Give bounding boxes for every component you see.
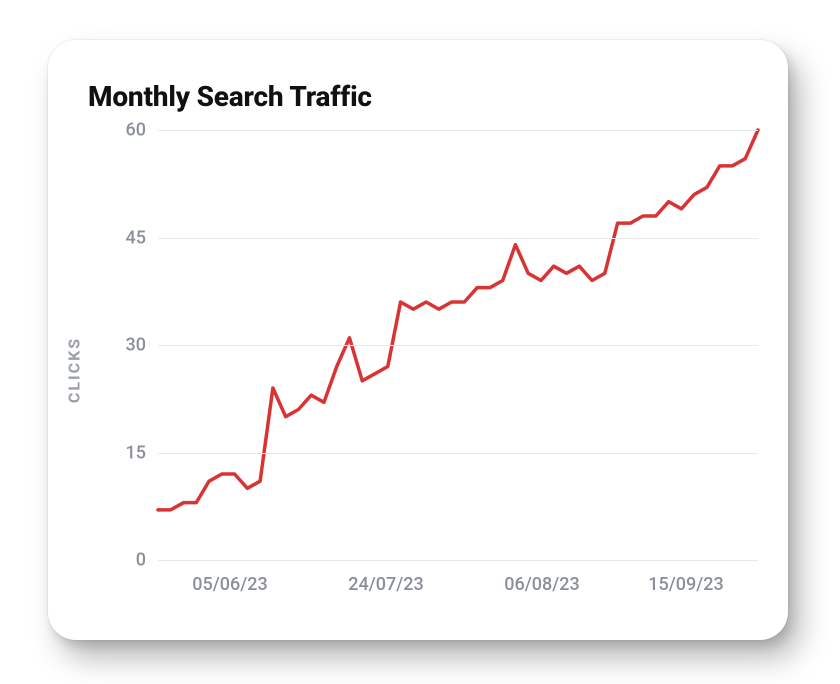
- gridline: [158, 453, 758, 454]
- x-axis: 05/06/23 24/07/23 06/08/23 15/09/23: [158, 560, 758, 610]
- y-axis-label: CLICKS: [65, 337, 84, 403]
- plot-area: 015304560: [158, 130, 758, 560]
- y-tick-label: 15: [126, 442, 146, 463]
- y-tick-label: 45: [126, 227, 146, 248]
- y-tick-label: 60: [126, 120, 146, 141]
- x-tick-label: 24/07/23: [348, 574, 423, 595]
- y-tick-label: 0: [136, 550, 146, 571]
- gridline: [158, 130, 758, 131]
- x-tick-label: 06/08/23: [504, 574, 579, 595]
- x-tick-label: 15/09/23: [648, 574, 723, 595]
- y-tick-label: 30: [126, 335, 146, 356]
- x-tick-label: 05/06/23: [192, 574, 267, 595]
- chart-title: Monthly Search Traffic: [88, 80, 748, 113]
- gridline: [158, 345, 758, 346]
- chart-card: Monthly Search Traffic CLICKS 015304560 …: [48, 40, 788, 640]
- chart-area: CLICKS 015304560 05/06/2324/07/2306/08/2…: [88, 130, 758, 610]
- gridline: [158, 238, 758, 239]
